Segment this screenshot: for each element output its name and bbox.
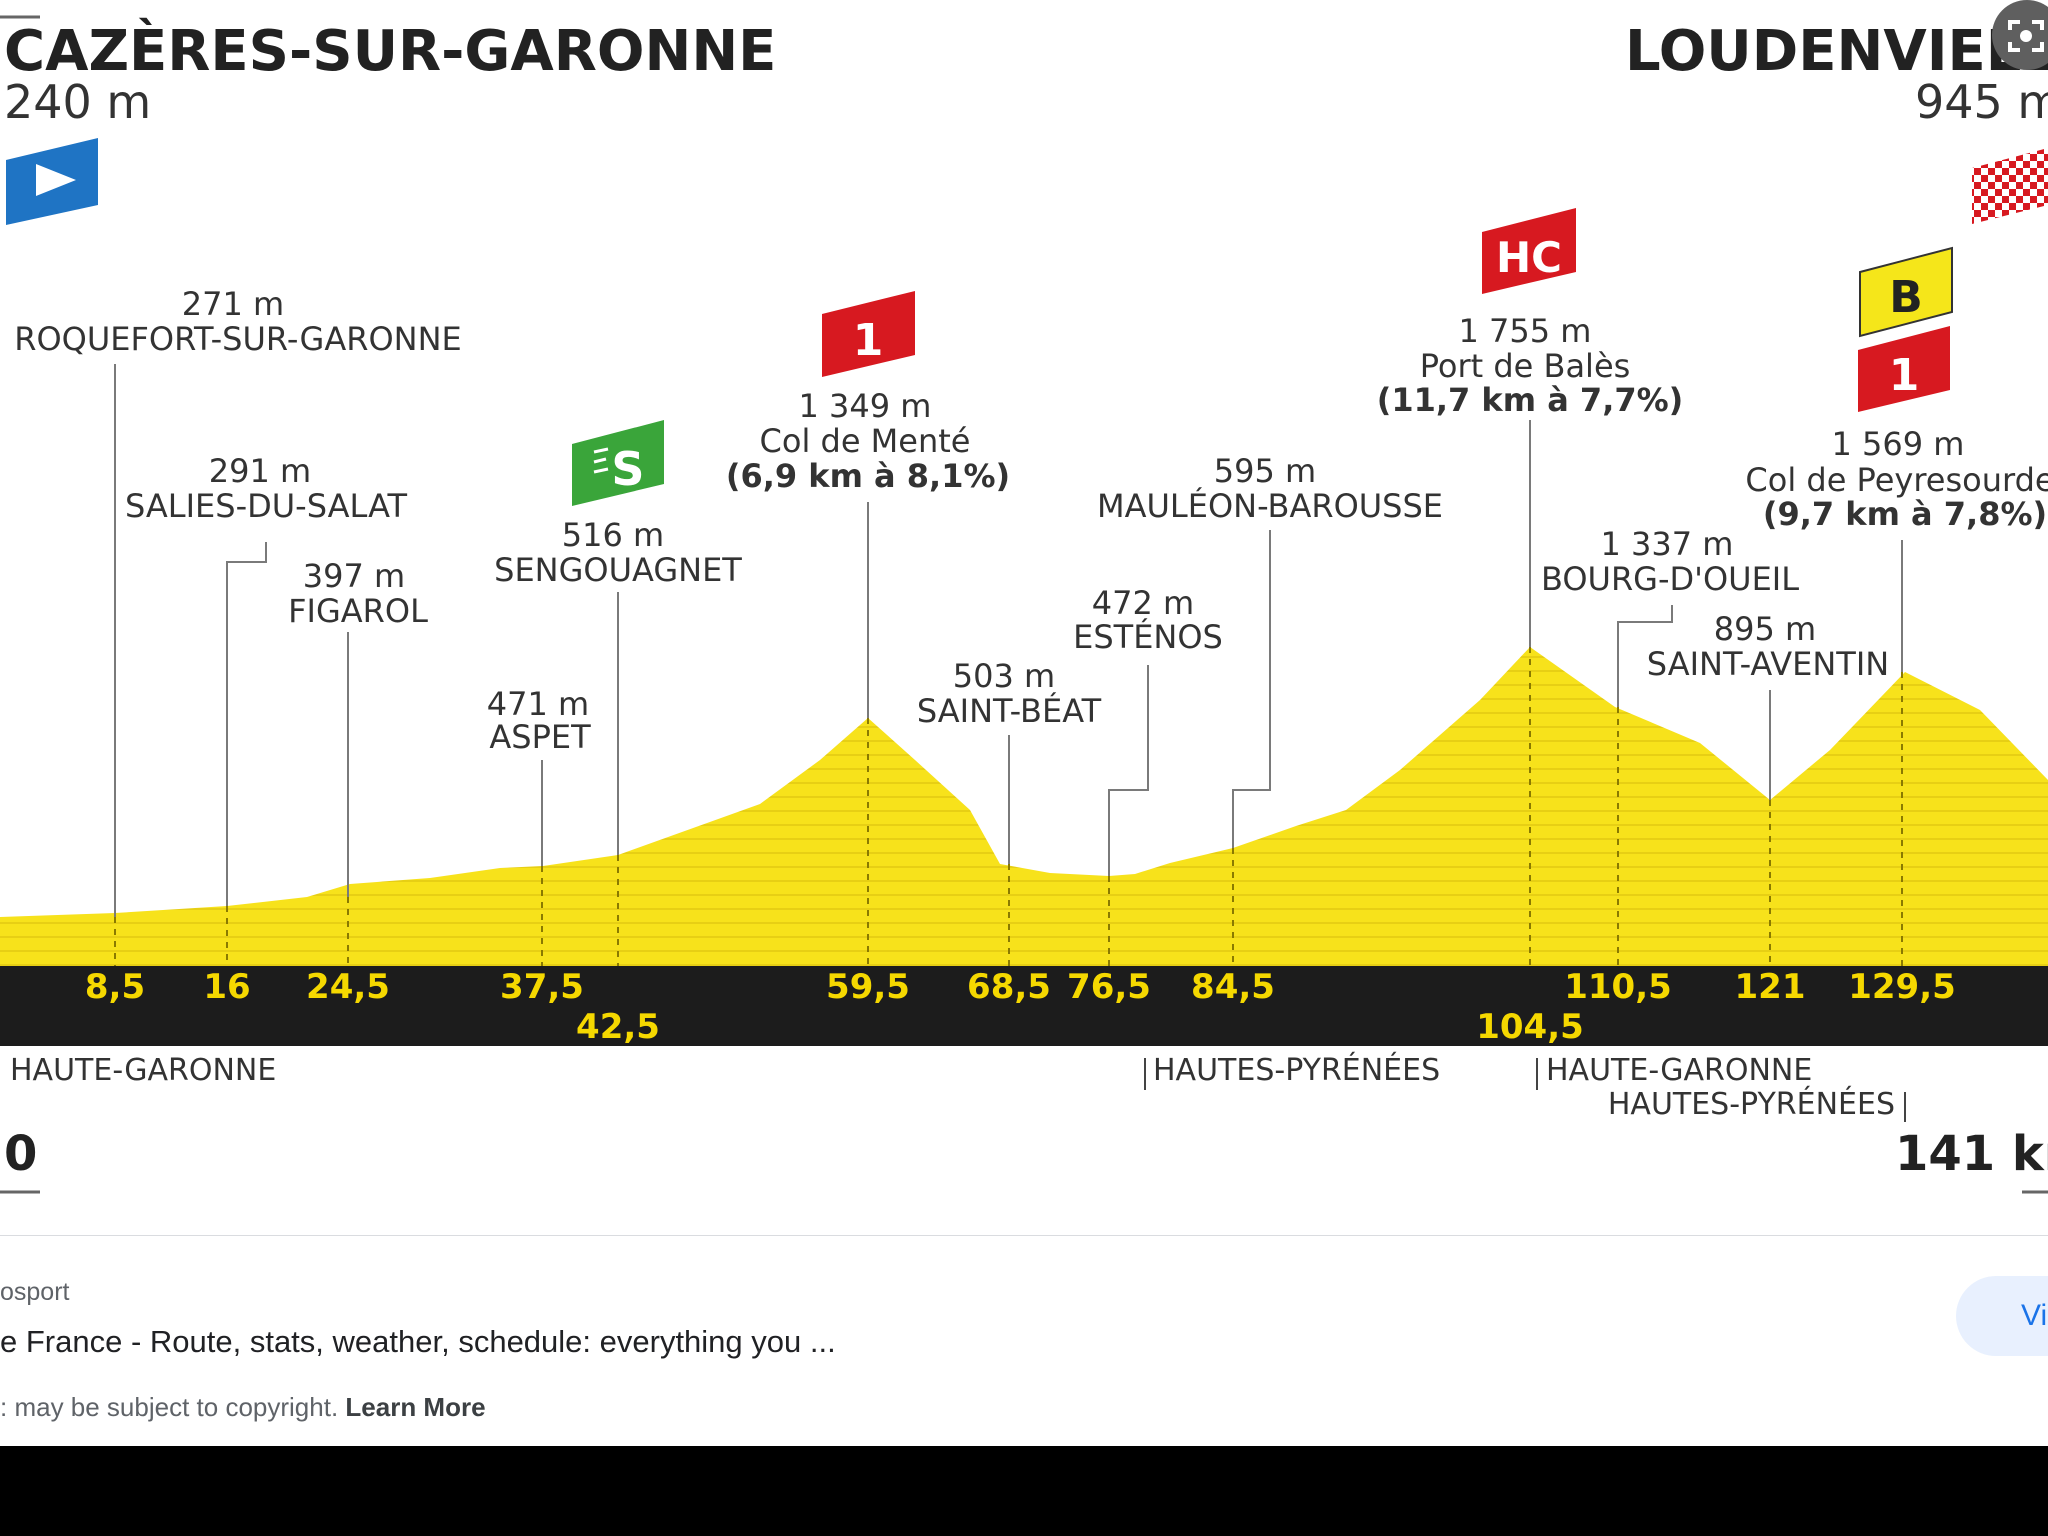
km-mark: 42,5 <box>576 1007 660 1047</box>
point-8-altitude: 595 m <box>1214 452 1316 490</box>
start-flag-icon <box>6 138 98 225</box>
learn-more-link[interactable]: Learn More <box>345 1392 486 1422</box>
km-mark: 59,5 <box>826 967 910 1007</box>
climb-cat1-peyresourde-badge-icon: 1 <box>1858 326 1950 412</box>
start-altitude: 240 m <box>4 75 151 129</box>
point-10-altitude: 1 337 m <box>1601 525 1734 563</box>
km-mark: 121 <box>1735 967 1806 1007</box>
point-4-name: SENGOUAGNET <box>494 551 742 589</box>
point-3-name: ASPET <box>489 718 591 756</box>
region-label: HAUTE-GARONNE <box>1546 1053 1812 1088</box>
point-1-altitude: 291 m <box>209 452 311 490</box>
point-2-name: FIGAROL <box>288 592 428 630</box>
svg-text:1: 1 <box>1889 350 1920 401</box>
km-drop-lines <box>114 647 1903 966</box>
km-mark: 104,5 <box>1476 1007 1584 1047</box>
point-7-name: ESTÉNOS <box>1073 618 1223 656</box>
km-mark: 68,5 <box>967 967 1051 1007</box>
region-label: HAUTES-PYRÉNÉES <box>1153 1052 1440 1088</box>
distance-start: 0 <box>4 1126 37 1182</box>
point-12-name: Col de Peyresourde <box>1745 461 2048 499</box>
point-4-altitude: 516 m <box>562 516 664 554</box>
region-label: HAUTES-PYRÉNÉES <box>1608 1086 1895 1122</box>
point-6-altitude: 503 m <box>953 657 1055 695</box>
svg-text:HC: HC <box>1496 233 1562 282</box>
result-title-link[interactable]: e France - Route, stats, weather, schedu… <box>0 1324 836 1359</box>
lens-button[interactable] <box>1992 0 2048 70</box>
svg-text:B: B <box>1889 272 1923 323</box>
km-band <box>0 966 2048 1046</box>
km-mark: 16 <box>203 967 250 1007</box>
region-label: HAUTE-GARONNE <box>10 1053 276 1088</box>
point-0-altitude: 271 m <box>182 285 284 323</box>
finish-altitude: 945 m <box>1915 75 2048 129</box>
point-2-altitude: 397 m <box>303 557 405 595</box>
point-12-altitude: 1 569 m <box>1832 425 1965 463</box>
point-6-name: SAINT-BÉAT <box>917 692 1102 730</box>
climb-hc-bales-badge-icon: HC <box>1482 208 1576 294</box>
km-mark: 8,5 <box>85 967 145 1007</box>
km-mark: 129,5 <box>1848 967 1956 1007</box>
point-12-detail: (9,7 km à 7,8%) <box>1763 495 2047 533</box>
bottom-bar <box>0 1446 2048 1536</box>
point-10-name: BOURG-D'OUEIL <box>1541 560 1799 598</box>
point-11-name: SAINT-AVENTIN <box>1647 645 1889 683</box>
distance-end: 141 km <box>1895 1126 2048 1182</box>
point-7-altitude: 472 m <box>1092 584 1194 622</box>
visit-button[interactable]: Vi <box>1956 1276 2048 1356</box>
svg-text:S: S <box>611 442 644 496</box>
point-11-altitude: 895 m <box>1714 610 1816 648</box>
km-mark: 76,5 <box>1067 967 1151 1007</box>
image-caption: osport e France - Route, stats, weather,… <box>0 1236 2048 1446</box>
point-3-altitude: 471 m <box>487 685 589 723</box>
lens-icon <box>2008 20 2044 52</box>
point-9-name: Port de Balès <box>1420 347 1631 385</box>
climb-cat1-menta-badge-icon: 1 <box>822 291 915 377</box>
km-mark: 84,5 <box>1191 967 1275 1007</box>
point-1-name: SALIES-DU-SALAT <box>125 487 408 525</box>
point-5-detail: (6,9 km à 8,1%) <box>726 457 1010 495</box>
point-8-name: MAULÉON-BAROUSSE <box>1097 487 1443 525</box>
copyright-text: : may be subject to copyright. <box>0 1392 339 1422</box>
svg-text:1: 1 <box>853 315 884 366</box>
bonus-badge-icon: B <box>1859 246 1953 338</box>
finish-town: LOUDENVIELLE <box>1625 19 2048 84</box>
source-name: osport <box>0 1278 70 1306</box>
sprint-badge-icon: S <box>572 420 664 506</box>
km-mark: 37,5 <box>500 967 584 1007</box>
point-0-name: ROQUEFORT-SUR-GARONNE <box>14 320 462 358</box>
point-9-altitude: 1 755 m <box>1459 312 1592 350</box>
stage-profile-chart: CAZÈRES-SUR-GARONNE 240 m LOUDENVIELLE 9… <box>0 15 2048 1236</box>
km-mark: 24,5 <box>306 967 390 1007</box>
point-9-detail: (11,7 km à 7,7%) <box>1377 381 1684 419</box>
point-5-altitude: 1 349 m <box>799 387 932 425</box>
copyright-note: : may be subject to copyright. Learn Mor… <box>0 1392 486 1423</box>
finish-flag-icon <box>1972 148 2048 224</box>
elevation-profile <box>0 647 2048 966</box>
point-leader-lines <box>114 364 1903 917</box>
start-town: CAZÈRES-SUR-GARONNE <box>4 18 776 84</box>
km-mark: 110,5 <box>1564 967 1672 1007</box>
point-5-name: Col de Menté <box>760 422 971 460</box>
